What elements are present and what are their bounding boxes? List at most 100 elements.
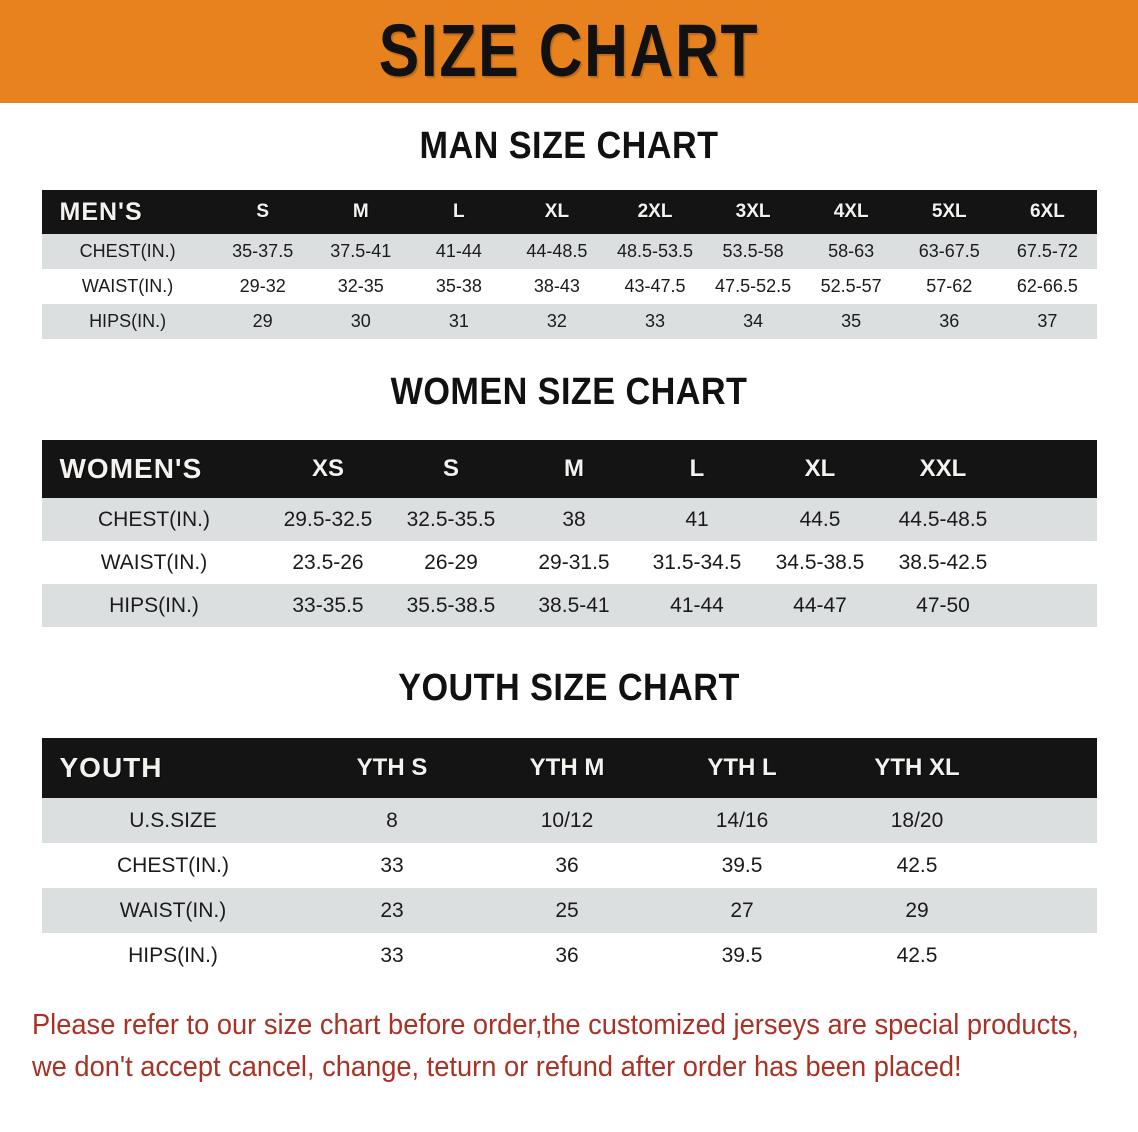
youth-col-header-3: YTH XL <box>874 754 960 781</box>
page-title: SIZE CHART <box>378 8 760 92</box>
men-cell-0-3: 44-48.5 <box>526 241 588 261</box>
men-table-header: MEN'S S M L XL 2XL 3XL 4XL 5XL 6XL <box>41 190 1097 234</box>
table-header-row: MEN'S S M L XL 2XL 3XL 4XL 5XL 6XL <box>41 190 1097 234</box>
youth-table-header: YOUTH YTH S YTH M YTH L YTH XL <box>41 738 1097 798</box>
men-cell-1-4: 43-47.5 <box>624 276 686 296</box>
women-cell-2-2: 38.5-41 <box>538 593 610 617</box>
men-col-header-8: 6XL <box>1029 201 1065 222</box>
women-cell-0-0: 29.5-32.5 <box>283 507 373 531</box>
men-corner-label: MEN'S <box>59 197 143 226</box>
table-row: CHEST(IN.) 29.5-32.5 32.5-35.5 38 41 44.… <box>41 498 1097 541</box>
youth-cell-0-3: 18/20 <box>890 808 944 832</box>
youth-cell-0-0: 8 <box>386 808 398 832</box>
women-cell-0-2: 38 <box>562 507 586 531</box>
women-table-body: CHEST(IN.) 29.5-32.5 32.5-35.5 38 41 44.… <box>41 498 1097 627</box>
women-cell-0-5: 44.5-48.5 <box>898 507 988 531</box>
men-cell-2-8: 37 <box>1037 311 1058 331</box>
women-cell-1-1: 26-29 <box>424 550 478 574</box>
men-row-label-1: WAIST(IN.) <box>81 276 174 296</box>
men-cell-1-2: 35-38 <box>435 276 482 296</box>
youth-section-title: YOUTH SIZE CHART <box>398 667 740 709</box>
youth-col-header-1: YTH M <box>529 754 605 781</box>
youth-size-chart-section: YOUTH SIZE CHART YOUTH YTH S YTH M YTH L… <box>0 667 1138 978</box>
men-cell-0-5: 53.5-58 <box>722 241 784 261</box>
youth-cell-1-1: 36 <box>555 853 579 877</box>
men-cell-1-7: 57-62 <box>926 276 973 296</box>
men-col-header-1: M <box>352 201 369 222</box>
youth-cell-0-4 <box>1005 798 1097 843</box>
youth-table-body: U.S.SIZE 8 10/12 14/16 18/20 CHEST(IN.) … <box>41 798 1097 978</box>
men-cell-1-6: 52.5-57 <box>820 276 882 296</box>
women-cell-1-4: 34.5-38.5 <box>775 550 865 574</box>
men-cell-0-0: 35-37.5 <box>232 241 294 261</box>
man-section-title: MAN SIZE CHART <box>419 125 719 167</box>
men-cell-1-1: 32-35 <box>337 276 384 296</box>
men-row-label-0: CHEST(IN.) <box>79 241 176 261</box>
table-header-row: YOUTH YTH S YTH M YTH L YTH XL <box>41 738 1097 798</box>
youth-cell-3-2: 39.5 <box>721 943 763 967</box>
women-cell-2-1: 35.5-38.5 <box>406 593 496 617</box>
women-cell-2-0: 33-35.5 <box>292 593 364 617</box>
women-cell-0-3: 41 <box>685 507 709 531</box>
youth-row-label-0: U.S.SIZE <box>129 808 217 832</box>
youth-cell-2-1: 25 <box>555 898 579 922</box>
women-cell-1-2: 29-31.5 <box>538 550 610 574</box>
men-size-table: MEN'S S M L XL 2XL 3XL 4XL 5XL 6XL CHEST… <box>41 190 1097 339</box>
men-cell-1-0: 29-32 <box>239 276 286 296</box>
women-col-header-1: S <box>442 455 459 482</box>
youth-row-label-3: HIPS(IN.) <box>128 943 218 967</box>
men-col-header-4: 2XL <box>637 201 673 222</box>
youth-cell-3-4 <box>1005 933 1097 978</box>
table-row: HIPS(IN.) 33-35.5 35.5-38.5 38.5-41 41-4… <box>41 584 1097 627</box>
women-row-label-2: HIPS(IN.) <box>109 593 199 617</box>
youth-col-header-2: YTH L <box>707 754 777 781</box>
men-cell-0-6: 58-63 <box>828 241 875 261</box>
women-cell-2-3: 41-44 <box>670 593 724 617</box>
youth-col-header-4 <box>1005 738 1097 798</box>
table-header-row: WOMEN'S XS S M L XL XXL <box>41 440 1097 498</box>
men-cell-0-8: 67.5-72 <box>1016 241 1078 261</box>
table-row: WAIST(IN.) 23 25 27 29 <box>41 888 1097 933</box>
youth-cell-1-3: 42.5 <box>896 853 938 877</box>
men-cell-1-5: 47.5-52.5 <box>715 276 792 296</box>
youth-cell-0-1: 10/12 <box>540 808 594 832</box>
women-section-title: WOMEN SIZE CHART <box>390 371 748 413</box>
youth-row-label-2: WAIST(IN.) <box>119 898 227 922</box>
men-col-header-7: 5XL <box>931 201 967 222</box>
table-row: WAIST(IN.) 23.5-26 26-29 29-31.5 31.5-34… <box>41 541 1097 584</box>
men-cell-2-7: 36 <box>939 311 960 331</box>
men-table-body: CHEST(IN.) 35-37.5 37.5-41 41-44 44-48.5… <box>41 234 1097 339</box>
youth-corner-label: YOUTH <box>59 752 163 783</box>
youth-cell-2-2: 27 <box>730 898 754 922</box>
women-table-header: WOMEN'S XS S M L XL XXL <box>41 440 1097 498</box>
men-col-header-3: XL <box>544 201 570 222</box>
women-col-header-6 <box>1005 440 1097 498</box>
men-cell-0-1: 37.5-41 <box>330 241 392 261</box>
table-row: U.S.SIZE 8 10/12 14/16 18/20 <box>41 798 1097 843</box>
men-col-header-5: 3XL <box>735 201 771 222</box>
youth-col-header-0: YTH S <box>356 754 428 781</box>
women-size-table: WOMEN'S XS S M L XL XXL CHEST(IN.) 29.5-… <box>41 440 1097 627</box>
table-row: CHEST(IN.) 35-37.5 37.5-41 41-44 44-48.5… <box>41 234 1097 269</box>
women-corner-label: WOMEN'S <box>59 453 203 484</box>
men-cell-2-1: 30 <box>350 311 371 331</box>
women-cell-0-4: 44.5 <box>799 507 841 531</box>
youth-cell-0-2: 14/16 <box>715 808 769 832</box>
women-col-header-0: XS <box>311 455 344 482</box>
youth-row-label-1: CHEST(IN.) <box>117 853 229 877</box>
men-cell-2-3: 32 <box>546 311 567 331</box>
page-banner: SIZE CHART <box>0 0 1138 103</box>
women-col-header-4: XL <box>804 455 836 482</box>
man-size-chart-section: MAN SIZE CHART MEN'S S M L XL 2XL 3XL 4X… <box>0 125 1138 339</box>
men-cell-1-8: 62-66.5 <box>1016 276 1078 296</box>
women-col-header-2: M <box>564 455 584 482</box>
women-col-header-3: L <box>689 455 705 482</box>
men-cell-2-4: 33 <box>644 311 666 331</box>
women-cell-2-6 <box>1005 584 1097 627</box>
disclaimer-text: Please refer to our size chart before or… <box>32 1004 1079 1088</box>
table-row: WAIST(IN.) 29-32 32-35 35-38 38-43 43-47… <box>41 269 1097 304</box>
youth-cell-2-3: 29 <box>905 898 929 922</box>
men-cell-2-5: 34 <box>743 311 764 331</box>
women-cell-2-5: 47-50 <box>916 593 970 617</box>
women-size-chart-section: WOMEN SIZE CHART WOMEN'S XS S M L XL XXL… <box>0 371 1138 627</box>
